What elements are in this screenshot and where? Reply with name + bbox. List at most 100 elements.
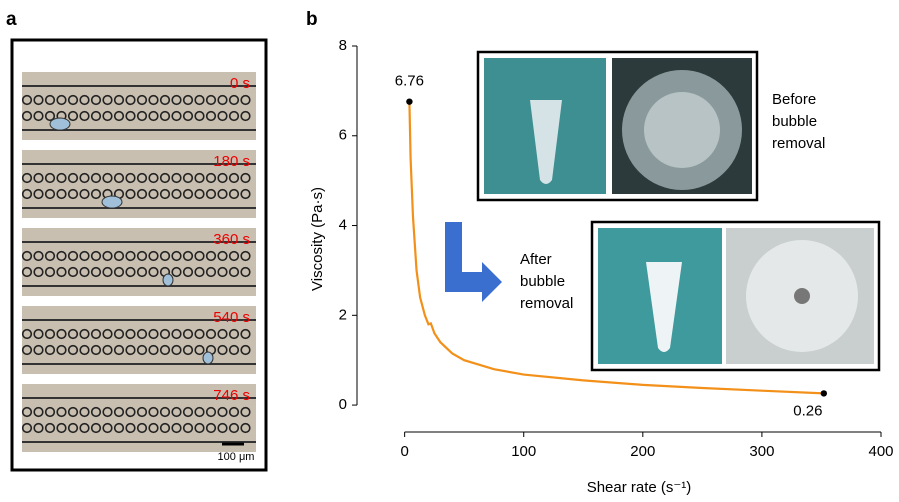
pillar <box>159 172 171 184</box>
pillar <box>113 406 125 418</box>
micrograph <box>22 306 256 374</box>
pillar <box>67 422 79 434</box>
pillar <box>182 328 194 340</box>
pillar <box>171 328 182 340</box>
pillar <box>205 328 217 340</box>
pillar <box>125 94 136 106</box>
pillar <box>90 250 102 262</box>
pillar <box>217 422 228 434</box>
pillar <box>56 266 67 278</box>
pillar <box>56 422 67 434</box>
pillar <box>240 266 251 278</box>
pillar <box>21 406 33 418</box>
value-label: 0.26 <box>793 402 822 419</box>
pillar <box>33 250 44 262</box>
pillar <box>113 422 125 434</box>
pillar <box>67 188 79 200</box>
pillar <box>90 328 102 340</box>
pillar <box>171 172 182 184</box>
point <box>820 390 828 397</box>
pillar <box>228 266 240 278</box>
pillar <box>67 266 79 278</box>
pillar <box>148 344 159 356</box>
pillar <box>33 344 44 356</box>
pillar <box>240 94 251 106</box>
pillar <box>113 328 125 340</box>
pillar <box>217 250 228 262</box>
pillar <box>240 250 251 262</box>
pillar <box>182 406 194 418</box>
pillar <box>21 94 33 106</box>
pillar <box>240 172 251 184</box>
x-axis-label: Shear rate (s⁻¹) <box>587 479 692 496</box>
pillar <box>194 94 205 106</box>
time-label: 0 s <box>230 75 250 92</box>
pillar <box>44 172 56 184</box>
pillar <box>113 172 125 184</box>
pillar <box>21 344 33 356</box>
pillar <box>33 188 44 200</box>
pillar <box>125 250 136 262</box>
x-tick-label: 100 <box>511 443 536 460</box>
pillar <box>102 328 113 340</box>
pillar <box>125 328 136 340</box>
pillar <box>44 344 56 356</box>
pillar <box>171 188 182 200</box>
pillar <box>56 172 67 184</box>
pillar <box>228 94 240 106</box>
pillar <box>21 328 33 340</box>
pillar <box>33 422 44 434</box>
bubble <box>202 351 214 365</box>
pillar <box>79 344 90 356</box>
pillar <box>194 422 205 434</box>
pillar <box>67 250 79 262</box>
pillar <box>136 344 148 356</box>
pillar <box>217 172 228 184</box>
pillar <box>159 422 171 434</box>
panel-label: b <box>306 9 318 30</box>
pillar <box>171 250 182 262</box>
pillar <box>113 266 125 278</box>
pillar <box>44 328 56 340</box>
pillar <box>182 266 194 278</box>
pillar <box>205 94 217 106</box>
pillar <box>136 172 148 184</box>
pillar <box>148 172 159 184</box>
pillar <box>90 172 102 184</box>
caption: After bubble removal <box>520 251 573 312</box>
pillar <box>228 110 240 122</box>
pillar <box>67 344 79 356</box>
pillar <box>33 406 44 418</box>
pillar <box>102 110 113 122</box>
pillar <box>240 406 251 418</box>
micrograph <box>22 384 256 452</box>
pillar <box>102 422 113 434</box>
pillar <box>21 250 33 262</box>
pillar <box>113 250 125 262</box>
pillar <box>67 328 79 340</box>
pillar <box>44 406 56 418</box>
pillar <box>205 422 217 434</box>
pillar <box>44 250 56 262</box>
point <box>406 98 413 105</box>
pillar <box>56 250 67 262</box>
caption: Before bubble removal <box>772 91 825 152</box>
pillar <box>205 110 217 122</box>
pillar <box>136 328 148 340</box>
pillar <box>90 188 102 200</box>
micrograph <box>22 228 256 296</box>
pillar <box>240 328 251 340</box>
pillar <box>33 94 44 106</box>
pillar <box>44 422 56 434</box>
pillar <box>159 188 171 200</box>
pillar <box>90 110 102 122</box>
pillar <box>90 344 102 356</box>
pillar <box>182 172 194 184</box>
pillar <box>148 422 159 434</box>
time-label: 360 s <box>213 231 250 248</box>
pillar <box>171 344 182 356</box>
pillar <box>171 94 182 106</box>
pillar <box>125 406 136 418</box>
